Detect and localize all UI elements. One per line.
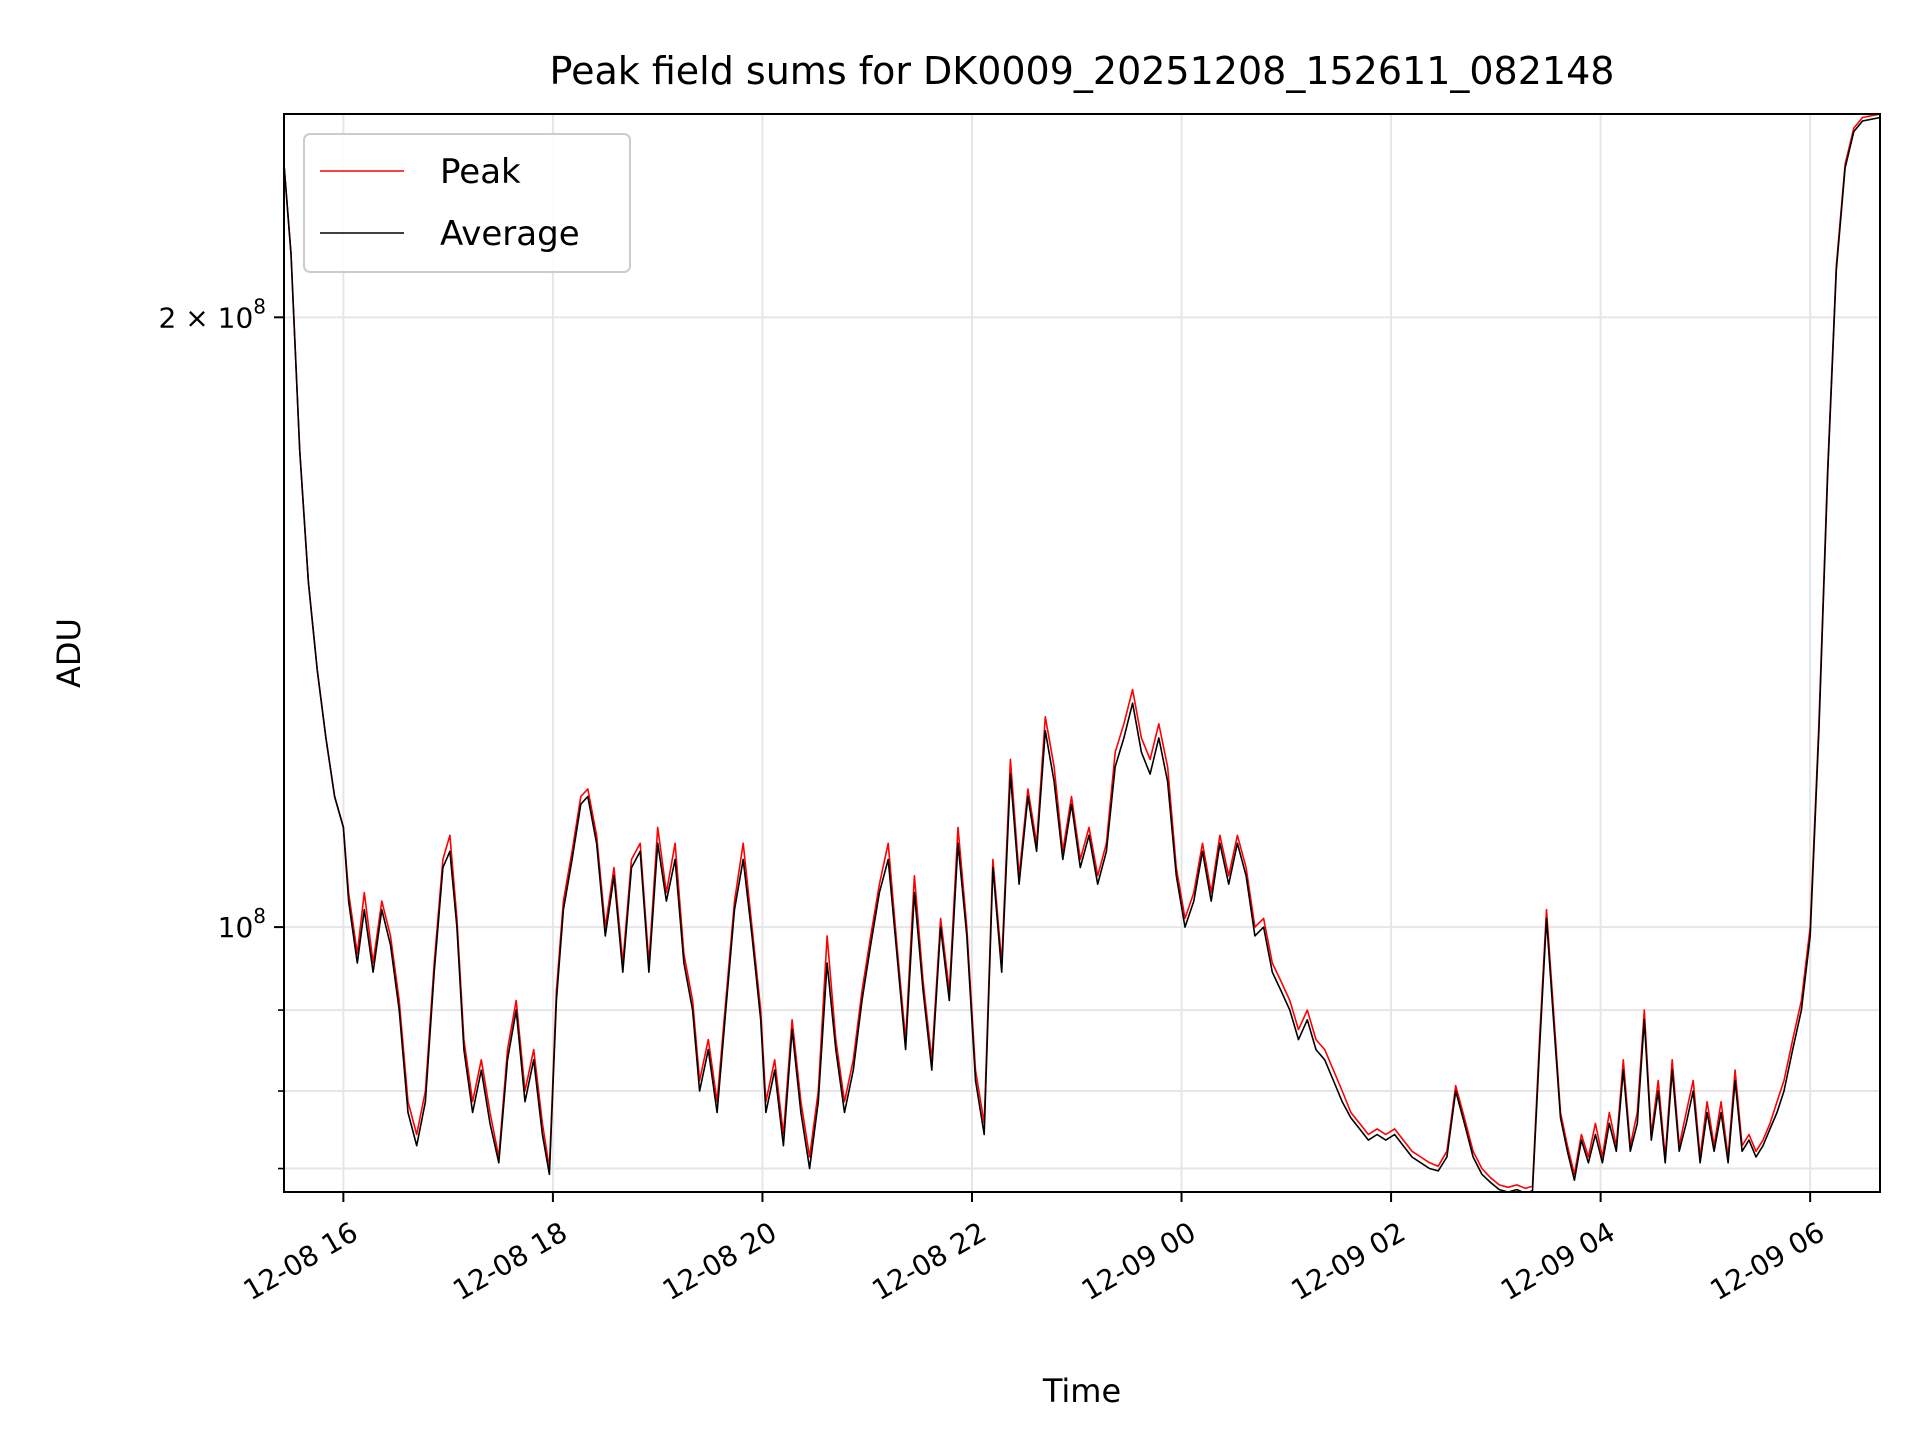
y-axis-label: ADU	[50, 618, 88, 688]
y-tick-label-exponent: 8	[253, 294, 266, 318]
x-axis-label: Time	[1042, 1372, 1121, 1410]
y-tick-label-base: 10	[218, 911, 254, 944]
y-tick-label-base: 2 × 10	[159, 301, 254, 334]
y-tick-label-exponent: 8	[253, 904, 266, 928]
legend-label-average: Average	[440, 214, 580, 254]
legend: Peak Average	[303, 133, 631, 273]
y-tick-label: 2 × 108	[159, 294, 266, 334]
series-line-average	[284, 116, 1880, 1192]
chart-title: Peak field sums for DK0009_20251208_1526…	[550, 49, 1615, 93]
plot-frame	[283, 113, 1881, 1193]
series-layer	[284, 114, 1880, 1192]
legend-box	[303, 133, 631, 273]
y-tick-label: 108	[218, 904, 266, 944]
legend-label-peak: Peak	[440, 152, 521, 192]
